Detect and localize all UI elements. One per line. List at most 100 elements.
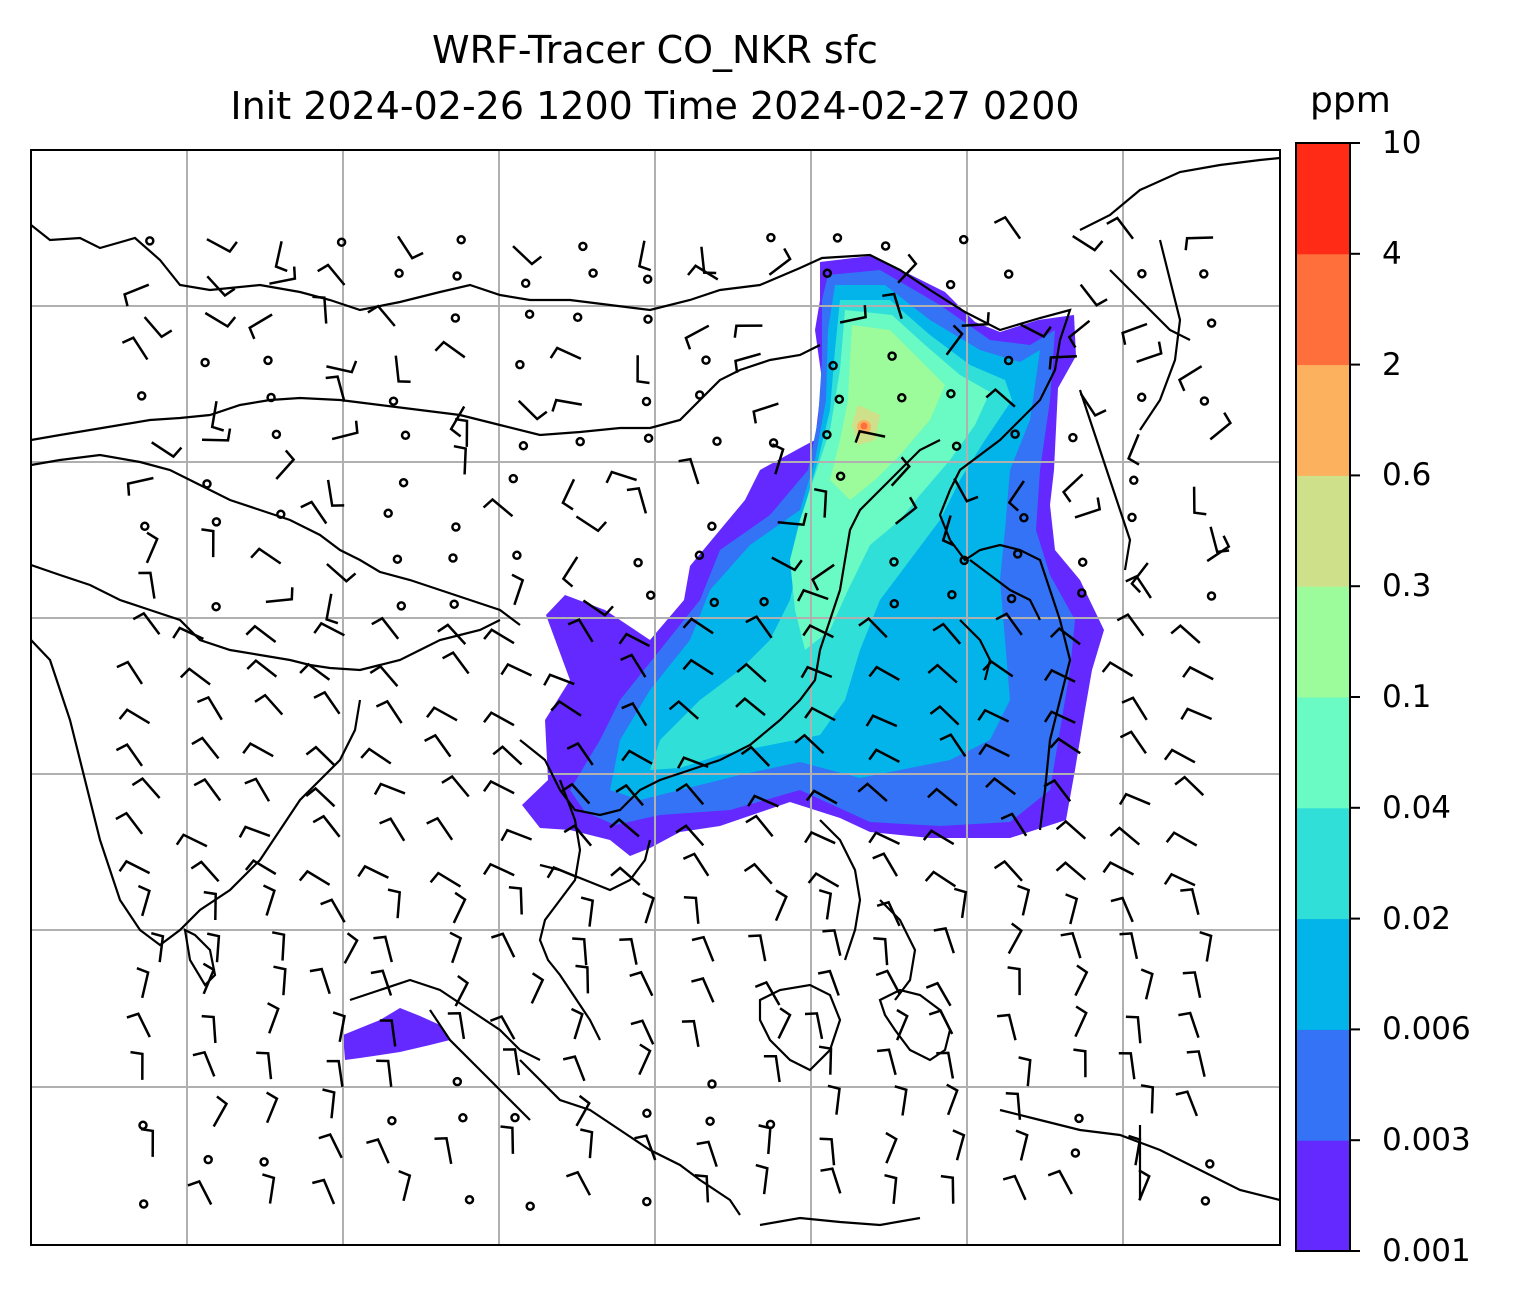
- wind-barb: [637, 240, 652, 272]
- wind-barb: [875, 969, 901, 995]
- wind-barb: [343, 932, 359, 964]
- plume-level-0.1: [830, 325, 945, 500]
- wind-barb: [201, 528, 215, 558]
- wind-barb: [882, 292, 903, 320]
- calm-wind-circle: [1199, 269, 1209, 279]
- wind-barb: [777, 512, 808, 527]
- wind-barb: [936, 1051, 955, 1079]
- wind-barb: [1182, 971, 1202, 999]
- calm-wind-circle: [701, 355, 711, 365]
- colorbar-segment: [1296, 807, 1350, 920]
- wind-barb: [677, 756, 709, 769]
- wind-barb: [978, 743, 1010, 758]
- wind-barb: [1109, 826, 1141, 846]
- wind-barb: [642, 891, 656, 924]
- wind-barb: [687, 264, 719, 281]
- wind-barb: [449, 405, 466, 438]
- wind-barb: [318, 1132, 343, 1159]
- colorbar-segment: [1296, 143, 1350, 255]
- wind-barb: [271, 931, 286, 961]
- calm-wind-circle: [458, 1113, 468, 1123]
- calm-wind-circle: [897, 393, 907, 403]
- wind-barb: [1140, 968, 1154, 1000]
- map-frame: [30, 149, 1281, 1246]
- wind-barbs: [115, 215, 1233, 1211]
- calm-wind-circle: [383, 508, 393, 519]
- wind-barb: [201, 1014, 217, 1044]
- colorbar-tick-label: 0.04: [1382, 789, 1452, 826]
- wind-barb: [196, 695, 223, 721]
- wind-barb: [375, 699, 403, 724]
- wind-barb: [1178, 1011, 1200, 1038]
- wind-barb: [274, 241, 288, 273]
- wind-barb: [489, 1014, 516, 1040]
- wind-barb: [492, 745, 523, 766]
- wind-barb: [332, 1011, 346, 1043]
- wind-barb: [857, 782, 888, 803]
- wind-barb: [953, 477, 979, 503]
- calm-wind-circle: [951, 441, 962, 451]
- wind-barb: [610, 866, 641, 886]
- map-title-line2: Init 2024-02-26 1200 Time 2024-02-27 020…: [230, 84, 1080, 128]
- wind-barb: [322, 1088, 336, 1119]
- wind-barb: [872, 852, 899, 877]
- calm-wind-circle: [510, 1112, 520, 1123]
- wind-barb: [512, 245, 543, 266]
- wind-barb: [995, 612, 1023, 636]
- wind-barb: [800, 665, 833, 679]
- wind-barb: [747, 794, 779, 808]
- wind-barb: [626, 487, 648, 514]
- wind-barb: [771, 556, 803, 572]
- calm-wind-circle: [138, 1120, 148, 1131]
- wind-barb: [369, 664, 399, 688]
- wind-barb: [982, 659, 1014, 678]
- wind-barb: [1174, 775, 1205, 797]
- wind-barb: [121, 336, 149, 361]
- wind-barb: [151, 441, 183, 459]
- wind-barb: [379, 817, 406, 842]
- wind-barb: [118, 859, 151, 875]
- calm-wind-circle: [759, 596, 769, 607]
- plume-level-2: [860, 422, 868, 430]
- wind-barb: [807, 871, 840, 888]
- wind-barb: [941, 515, 955, 547]
- wind-barb: [502, 1048, 521, 1076]
- wind-barb: [543, 673, 575, 686]
- calm-wind-circle: [452, 1076, 463, 1087]
- wind-barb: [946, 1083, 959, 1116]
- calm-wind-circle: [203, 1154, 213, 1165]
- calm-wind-circle: [822, 268, 833, 279]
- wind-barb: [179, 667, 211, 686]
- colorbar-segment: [1296, 253, 1350, 366]
- calm-wind-circle: [456, 235, 466, 245]
- wind-barb: [820, 1167, 842, 1194]
- wind-barb: [132, 611, 161, 635]
- wind-barb: [367, 304, 396, 327]
- wind-barb: [1017, 884, 1031, 916]
- wind-barb: [570, 1007, 584, 1040]
- calm-wind-circle: [694, 390, 705, 400]
- calm-wind-circle: [259, 1157, 269, 1167]
- wind-barb: [300, 500, 328, 525]
- wind-barb: [366, 1138, 390, 1164]
- wind-barb: [1175, 1090, 1199, 1117]
- wind-barb: [813, 487, 828, 518]
- wind-barb: [682, 852, 710, 877]
- wind-barb: [550, 699, 582, 717]
- calm-wind-circle: [572, 312, 583, 323]
- wind-barb: [500, 662, 533, 677]
- wind-barb: [305, 786, 336, 808]
- wind-barb: [1074, 1005, 1088, 1038]
- wind-barb: [1163, 872, 1196, 887]
- calm-wind-circle: [889, 598, 900, 609]
- wind-barb: [895, 1008, 909, 1041]
- wind-barb: [256, 1051, 273, 1080]
- calm-wind-circle: [768, 438, 779, 448]
- calm-wind-circle: [200, 357, 210, 368]
- wind-barb: [313, 621, 345, 637]
- wind-barb: [1128, 1134, 1142, 1166]
- calm-wind-circle: [263, 355, 273, 366]
- calm-wind-circle: [707, 1079, 717, 1089]
- colorbar-tick-label: 0.6: [1382, 457, 1432, 494]
- calm-wind-circle: [712, 436, 722, 447]
